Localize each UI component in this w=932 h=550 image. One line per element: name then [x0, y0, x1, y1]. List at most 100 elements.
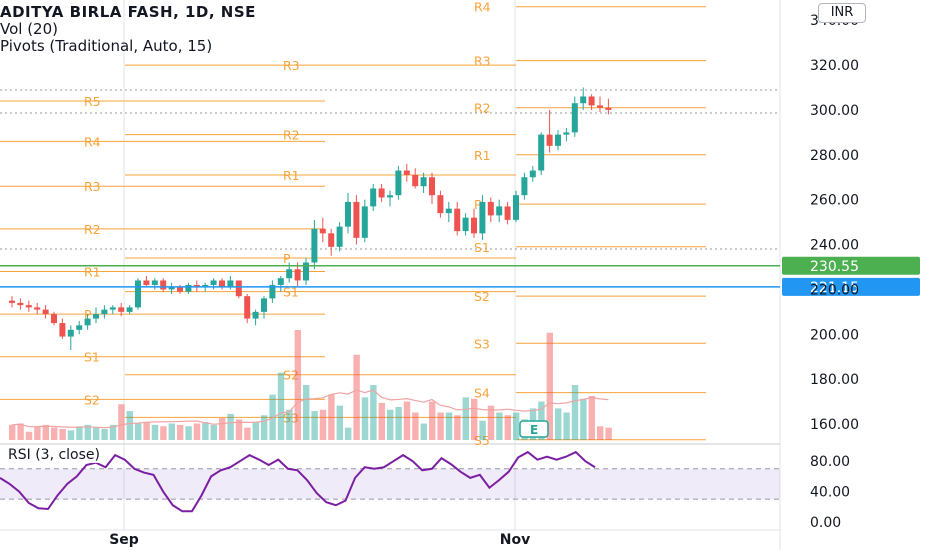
pivot-label: R3 — [474, 54, 491, 69]
volume-bar — [126, 411, 133, 440]
candle-body — [67, 329, 74, 337]
candle-body — [286, 269, 293, 279]
symbol-title[interactable]: ADITYA BIRLA FASH, 1D, NSE — [0, 3, 256, 21]
candle-body — [185, 284, 192, 292]
candle-body — [244, 296, 251, 319]
volume-bar — [210, 424, 217, 440]
volume-ma-line — [11, 389, 609, 429]
volume-bar — [168, 423, 175, 440]
candle-body — [412, 175, 419, 187]
candle-body — [235, 280, 242, 297]
price-tick-label: 240.00 — [810, 238, 859, 254]
time-tick-label: Nov — [500, 532, 530, 548]
volume-bar — [261, 415, 268, 440]
pivot-label: R3 — [283, 58, 300, 73]
candle-body — [101, 309, 108, 315]
volume-bar — [319, 409, 327, 440]
volume-bar — [487, 405, 495, 440]
price-tick-label: 300.00 — [810, 103, 859, 119]
candle-body — [177, 287, 183, 292]
pivot-label: R5 — [84, 94, 101, 109]
pivot-label: S2 — [474, 289, 490, 304]
volume-bar — [244, 427, 251, 440]
pivot-label: S1 — [283, 285, 299, 300]
price-badge — [782, 256, 920, 275]
candle-body — [84, 318, 91, 326]
volume-bar — [361, 397, 369, 440]
volume-bar — [76, 426, 83, 440]
volume-bar — [605, 427, 612, 440]
volume-bar — [462, 397, 469, 440]
pivot-label: S1 — [84, 350, 100, 365]
volume-bar — [504, 415, 511, 440]
pivot-label: S4 — [474, 386, 490, 401]
volume-bar — [84, 424, 91, 440]
candle-body — [353, 201, 360, 238]
volume-bar — [109, 424, 117, 440]
pivot-label: R1 — [283, 168, 300, 183]
volume-bar — [286, 409, 293, 440]
volume-bar — [403, 401, 411, 440]
volume-bar — [34, 426, 41, 440]
price-tick-label: 200.00 — [810, 327, 859, 343]
candle-body — [252, 311, 259, 319]
volume-bar — [143, 422, 150, 440]
rsi-tick-label: 0.00 — [810, 515, 841, 531]
volume-bar — [235, 419, 243, 440]
candle-body — [109, 307, 116, 310]
volume-bar — [135, 423, 142, 440]
price-tick-label: 160.00 — [810, 417, 859, 433]
candle-body — [538, 134, 545, 171]
candle-body — [168, 287, 175, 290]
currency-button[interactable]: INR — [818, 3, 866, 23]
volume-bar — [277, 372, 285, 440]
pivot-label: S3 — [474, 336, 490, 351]
earnings-marker — [519, 420, 549, 438]
pivot-label: R2 — [474, 101, 491, 116]
volume-bar — [219, 418, 226, 440]
volume-bar — [9, 424, 16, 440]
pivot-label: R2 — [84, 222, 101, 237]
candle-body — [269, 284, 276, 299]
pivots-legend[interactable]: Pivots (Traditional, Auto, 15) — [0, 37, 213, 55]
rsi-legend[interactable]: RSI (3, close) — [6, 447, 102, 463]
volume-bar — [42, 424, 49, 440]
price-tick-label: 280.00 — [810, 148, 859, 164]
candle-body — [143, 280, 150, 285]
candle-body — [471, 217, 477, 234]
volume-bar — [118, 404, 125, 440]
volume-bar — [571, 385, 579, 440]
candle-body — [429, 177, 435, 196]
volume-bar — [227, 413, 234, 440]
volume-bar — [454, 415, 461, 440]
candle-body — [294, 269, 301, 281]
candle-body — [513, 195, 519, 220]
volume-bar — [370, 385, 377, 440]
candle-body — [479, 201, 486, 234]
price-tick-label: 320.00 — [810, 58, 859, 74]
candle-body — [445, 208, 452, 214]
candle-body — [227, 280, 234, 288]
volume-bar — [193, 423, 201, 440]
candle-body — [9, 300, 15, 303]
price-tick-label: 260.00 — [810, 193, 859, 209]
candle-body — [51, 314, 57, 324]
candle-body — [76, 325, 83, 330]
volume-bar — [294, 330, 301, 440]
volume-bar — [588, 396, 595, 440]
candle-body — [219, 280, 225, 288]
candle-body — [328, 233, 335, 247]
volume-bar — [555, 408, 562, 440]
pivot-label: R2 — [283, 128, 300, 143]
volume-bar — [59, 429, 66, 440]
earnings-marker-label: E — [530, 423, 538, 437]
candle-body — [210, 280, 217, 285]
volume-bar — [395, 407, 402, 440]
volume-bar — [151, 424, 159, 440]
candle-body — [462, 217, 469, 232]
volume-legend[interactable]: Vol (20) — [0, 20, 59, 38]
candle-body — [395, 170, 402, 196]
chart-legend: ADITYA BIRLA FASH, 1D, NSE Vol (20) Pivo… — [0, 4, 256, 55]
candle-body — [571, 103, 578, 133]
